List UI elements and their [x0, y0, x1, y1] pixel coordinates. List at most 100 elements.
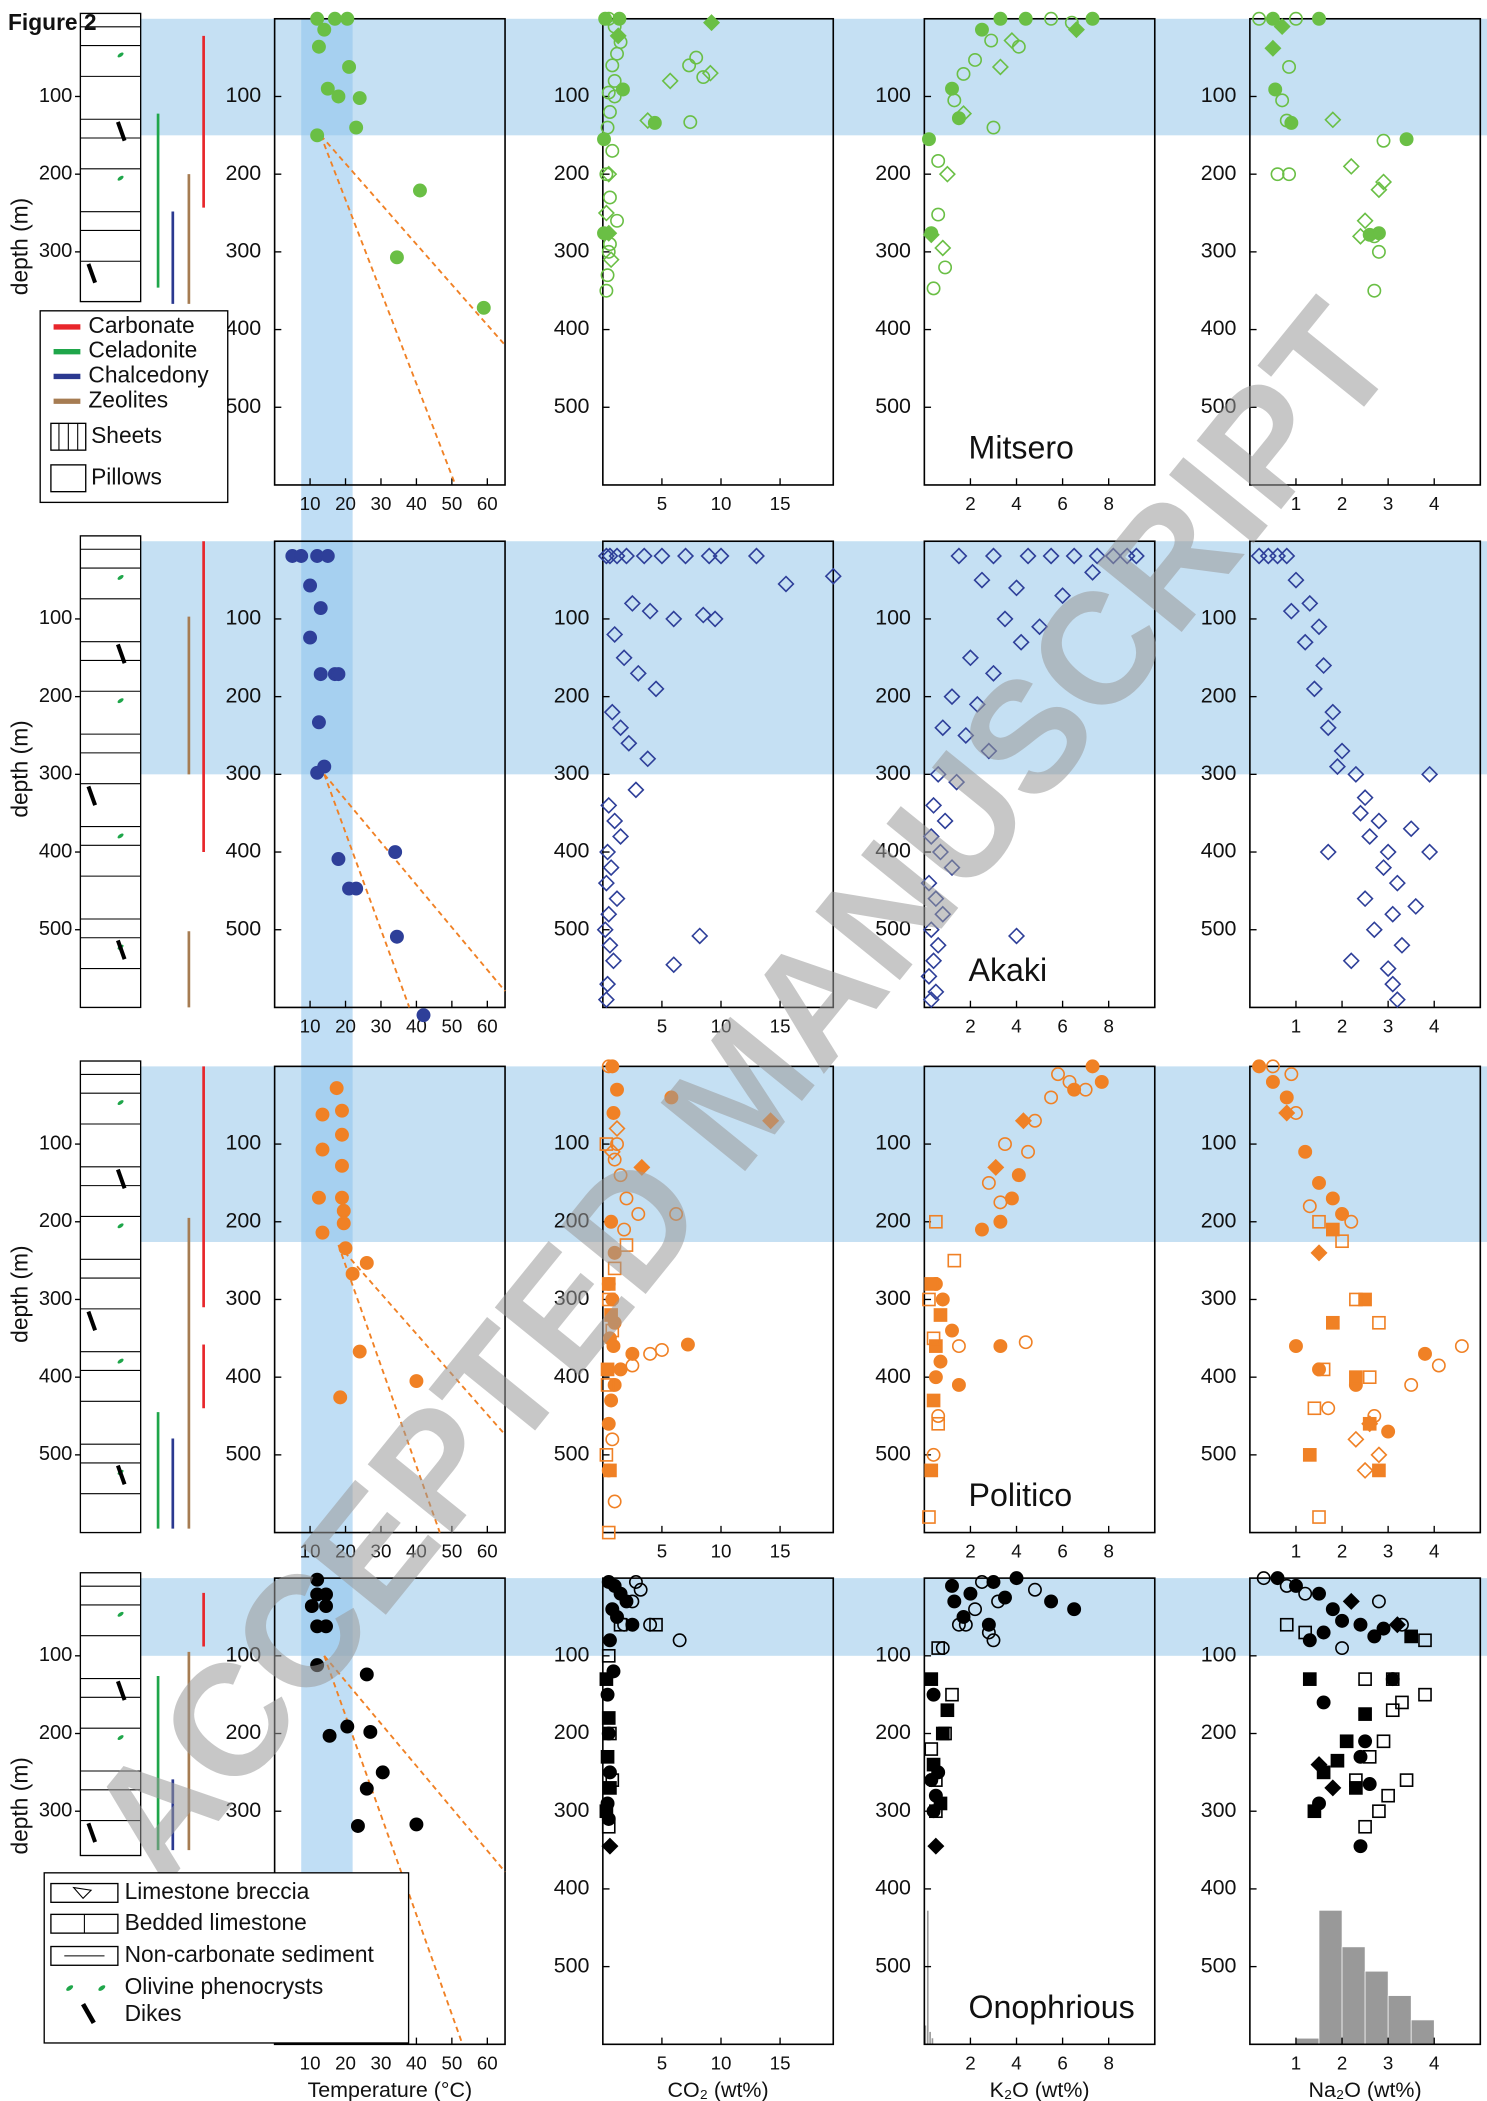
- y-tick-label: 100: [875, 606, 911, 630]
- data-point: [1382, 1425, 1394, 1437]
- data-point: [930, 1371, 942, 1383]
- x-tick-label: 6: [1057, 1541, 1067, 1562]
- data-point: [1373, 246, 1385, 258]
- y-tick-label: 200: [554, 161, 590, 185]
- figure-label: Figure 2: [8, 9, 97, 35]
- data-point: [1395, 938, 1410, 953]
- x-tick-label: 4: [1011, 493, 1021, 514]
- data-point: [939, 261, 951, 273]
- y-tick-label: 200: [39, 1210, 72, 1232]
- data-point: [334, 1391, 346, 1403]
- x-tick-label: 3: [1383, 493, 1393, 514]
- data-point: [1308, 1805, 1320, 1817]
- data-point: [1372, 1448, 1387, 1463]
- data-point: [682, 1338, 694, 1350]
- legend-label: Dikes: [125, 2000, 182, 2026]
- y-tick-label: 300: [1201, 239, 1237, 263]
- data-point: [1396, 1696, 1408, 1708]
- data-point: [336, 1192, 348, 1204]
- data-point: [1373, 1317, 1385, 1329]
- data-point: [391, 251, 403, 263]
- y-tick-label: 200: [225, 161, 261, 185]
- x-tick-label: 3: [1383, 2052, 1393, 2073]
- x-tick-label: 40: [406, 493, 427, 514]
- data-point: [611, 1611, 623, 1623]
- y-tick-label: 200: [39, 685, 72, 707]
- data-point: [929, 1839, 944, 1854]
- data-point: [1358, 213, 1373, 228]
- data-point: [1353, 806, 1368, 821]
- y-tick-label: 300: [554, 761, 590, 785]
- data-point: [1331, 1755, 1343, 1767]
- data-point: [1364, 1418, 1376, 1430]
- data-point: [1377, 1622, 1389, 1634]
- lithology-column: [80, 1061, 140, 1533]
- data-point: [1344, 953, 1359, 968]
- y-tick-label: 100: [1201, 1131, 1237, 1155]
- histogram-bar: [1411, 2020, 1434, 2044]
- histogram-bar: [1296, 2038, 1319, 2044]
- data-point: [1341, 1735, 1353, 1747]
- legend-label: Bedded limestone: [125, 1909, 307, 1935]
- data-point: [1422, 845, 1437, 860]
- data-point: [606, 145, 618, 157]
- data-point: [1390, 992, 1405, 1007]
- y-tick-label: 200: [1201, 683, 1237, 707]
- x-tick-label: 4: [1429, 493, 1439, 514]
- y-tick-label: 400: [875, 1876, 911, 1900]
- data-point: [1433, 1359, 1445, 1371]
- data-point: [1359, 1821, 1371, 1833]
- data-point: [313, 716, 325, 728]
- data-point: [629, 783, 644, 798]
- y-tick-label: 100: [1201, 83, 1237, 107]
- legend-icon: [51, 1884, 118, 1903]
- y-tick-label: 300: [875, 239, 911, 263]
- x-tick-label: 10: [300, 1015, 321, 1036]
- data-point: [1362, 829, 1377, 844]
- data-point: [928, 1759, 940, 1771]
- data-point: [1304, 1673, 1316, 1685]
- y-tick-label: 400: [875, 1364, 911, 1388]
- data-point: [976, 23, 988, 35]
- temperature-band: [301, 541, 352, 1066]
- data-point: [600, 1673, 612, 1685]
- x-tick-label: 4: [1011, 2052, 1021, 2073]
- data-point: [1358, 891, 1373, 906]
- data-point: [1419, 1689, 1431, 1701]
- data-point: [304, 631, 316, 643]
- x-tick-label: 6: [1057, 493, 1067, 514]
- data-point: [1359, 1673, 1371, 1685]
- data-point: [1253, 1060, 1265, 1072]
- data-point: [1419, 1348, 1431, 1360]
- data-point: [410, 1818, 422, 1830]
- y-tick-label: 100: [875, 83, 911, 107]
- data-point: [391, 931, 403, 943]
- x-tick-label: 1: [1291, 1541, 1301, 1562]
- x-tick-label: 4: [1011, 1015, 1021, 1036]
- y-tick-label: 100: [225, 1131, 261, 1155]
- data-point: [932, 208, 944, 220]
- data-point: [338, 1205, 350, 1217]
- data-point: [964, 1587, 976, 1599]
- data-point: [603, 938, 618, 953]
- data-point: [1405, 1630, 1417, 1642]
- data-point: [948, 1255, 960, 1267]
- data-point: [1327, 1603, 1339, 1615]
- legend-label: Sheets: [91, 422, 162, 448]
- y-tick-label: 400: [1201, 316, 1237, 340]
- y-tick-label: 400: [39, 840, 72, 862]
- legend-label: Limestone breccia: [125, 1878, 310, 1904]
- x-tick-label: 1: [1291, 1015, 1301, 1036]
- data-point: [1290, 1340, 1302, 1352]
- legend-label: Carbonate: [88, 312, 194, 338]
- x-tick-label: 2: [1337, 1015, 1347, 1036]
- data-point: [350, 882, 362, 894]
- data-point: [610, 891, 625, 906]
- data-point: [1006, 1192, 1018, 1204]
- data-point: [1009, 929, 1024, 944]
- data-point: [613, 829, 628, 844]
- data-point: [604, 1634, 616, 1646]
- y-tick-label: 100: [39, 1132, 72, 1154]
- data-point: [994, 1216, 1006, 1228]
- data-point: [603, 1839, 618, 1854]
